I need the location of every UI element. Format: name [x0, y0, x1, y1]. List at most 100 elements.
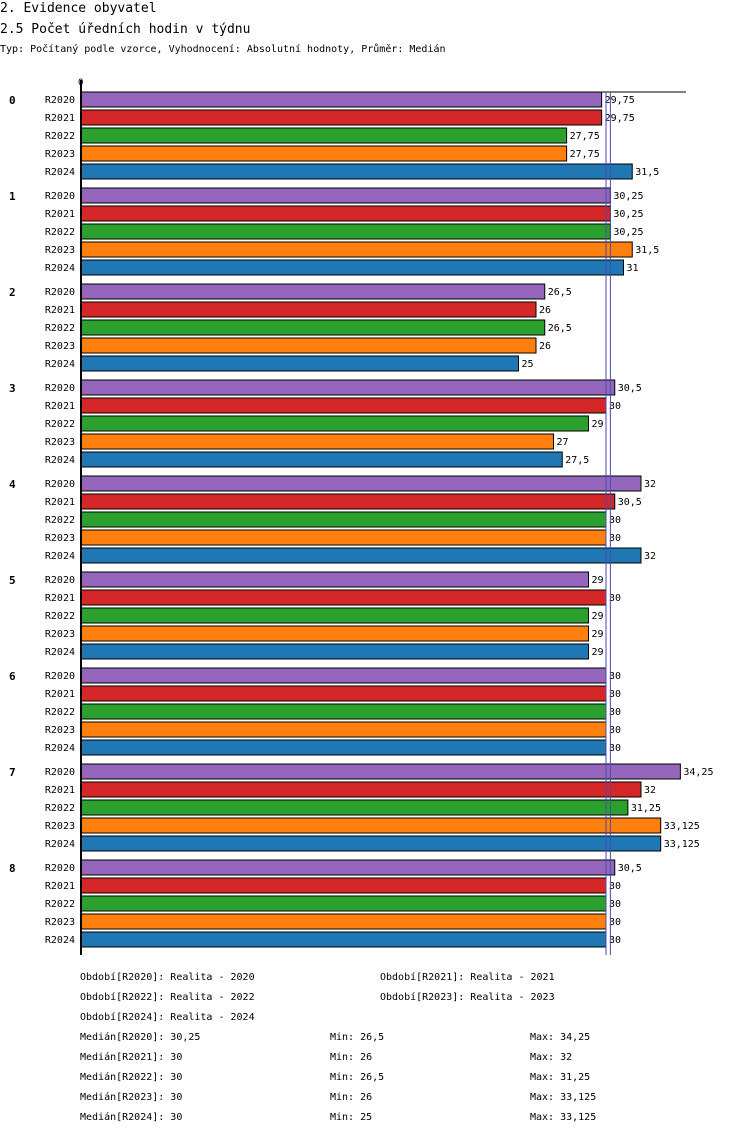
category-label: 0: [9, 94, 16, 107]
data-label: 29: [592, 419, 604, 430]
data-label: 32: [644, 479, 656, 490]
data-label: 26: [539, 341, 551, 352]
bar: [80, 205, 611, 222]
legend-min-r2023: Min: 26: [330, 1092, 373, 1103]
series-label: R2023: [45, 341, 75, 352]
page-title: 2. Evidence obyvatel: [0, 1, 157, 16]
series-label: R2023: [45, 629, 75, 640]
data-label: 31: [627, 263, 639, 274]
legend-min-r2021: Min: 26: [330, 1052, 373, 1063]
bar: [80, 529, 607, 546]
bar: [80, 781, 642, 798]
series-label: R2022: [45, 899, 75, 910]
series-label: R2024: [45, 743, 75, 754]
data-label: 30: [609, 743, 621, 754]
series-label: R2022: [45, 227, 75, 238]
legend-period-r2024: Období[R2024]: Realita - 2024: [80, 1012, 255, 1023]
bar: [80, 319, 546, 336]
data-label: 29: [592, 629, 604, 640]
bar: [80, 241, 633, 258]
bar: [80, 589, 607, 606]
legend-median-r2022: Medián[R2022]: 30: [80, 1072, 183, 1083]
legend-median-r2020: Medián[R2020]: 30,25: [80, 1032, 201, 1043]
bar: [80, 763, 681, 780]
data-label: 33,125: [664, 821, 700, 832]
data-label: 30: [609, 671, 621, 682]
legend-max-r2021: Max: 32: [530, 1052, 573, 1063]
bar: [80, 721, 607, 738]
bar: [80, 475, 642, 492]
series-label: R2022: [45, 131, 75, 142]
legend-period-r2021: Období[R2021]: Realita - 2021: [380, 972, 555, 983]
legend-median-r2021: Medián[R2021]: 30: [80, 1052, 183, 1063]
data-label: 30: [609, 725, 621, 736]
series-label: R2022: [45, 803, 75, 814]
series-label: R2022: [45, 611, 75, 622]
legend-min-r2024: Min: 25: [330, 1112, 373, 1123]
category-label: 1: [9, 190, 16, 203]
category-label: 8: [9, 862, 16, 875]
data-label: 27,75: [570, 131, 600, 142]
data-label: 30: [609, 899, 621, 910]
data-label: 29,75: [605, 113, 635, 124]
bar: [80, 493, 616, 510]
legend-max-r2022: Max: 31,25: [530, 1072, 591, 1083]
bar: [80, 703, 607, 720]
series-label: R2021: [45, 689, 75, 700]
data-label: 31,5: [635, 167, 659, 178]
category-label: 7: [9, 766, 16, 779]
data-label: 25: [522, 359, 534, 370]
data-label: 30: [609, 533, 621, 544]
series-label: R2020: [45, 287, 75, 298]
bar: [80, 859, 616, 876]
data-label: 30,5: [618, 497, 642, 508]
series-label: R2021: [45, 305, 75, 316]
series-label: R2020: [45, 383, 75, 394]
bar: [80, 127, 568, 144]
bar: [80, 685, 607, 702]
bar: [80, 511, 607, 528]
bar: [80, 625, 589, 642]
bar: [80, 547, 642, 564]
series-label: R2022: [45, 707, 75, 718]
legend-min-r2022: Min: 26,5: [330, 1072, 385, 1083]
series-label: R2023: [45, 245, 75, 256]
legend-period-r2020: Období[R2020]: Realita - 2020: [80, 972, 255, 983]
data-label: 30: [609, 593, 621, 604]
bar: [80, 877, 607, 894]
category-label: 6: [9, 670, 16, 683]
data-label: 26,5: [548, 287, 572, 298]
legend-median-r2023: Medián[R2023]: 30: [80, 1092, 183, 1103]
bar: [80, 223, 611, 240]
data-label: 30: [609, 707, 621, 718]
series-label: R2024: [45, 551, 75, 562]
bar: [80, 91, 603, 108]
series-label: R2022: [45, 515, 75, 526]
data-label: 30,25: [613, 227, 643, 238]
data-label: 29,75: [605, 95, 635, 106]
data-label: 30: [609, 689, 621, 700]
bar: [80, 835, 662, 852]
data-label: 34,25: [683, 767, 713, 778]
data-label: 30: [609, 935, 621, 946]
data-label: 27,5: [565, 455, 589, 466]
category-label: 2: [9, 286, 16, 299]
bar: [80, 931, 607, 948]
data-label: 31,5: [635, 245, 659, 256]
series-label: R2020: [45, 863, 75, 874]
bar: [80, 913, 607, 930]
data-label: 30: [609, 515, 621, 526]
chart-title: 2.5 Počet úředních hodin v týdnu: [0, 22, 251, 37]
legend-period-r2023: Období[R2023]: Realita - 2023: [380, 992, 555, 1003]
data-label: 31,25: [631, 803, 661, 814]
series-label: R2024: [45, 935, 75, 946]
data-label: 27,75: [570, 149, 600, 160]
series-label: R2023: [45, 725, 75, 736]
series-label: R2020: [45, 95, 75, 106]
data-label: 32: [644, 551, 656, 562]
bar: [80, 397, 607, 414]
series-label: R2021: [45, 785, 75, 796]
legend-median-r2024: Medián[R2024]: 30: [80, 1112, 183, 1123]
data-label: 33,125: [664, 839, 700, 850]
legend-min-r2020: Min: 26,5: [330, 1032, 385, 1043]
